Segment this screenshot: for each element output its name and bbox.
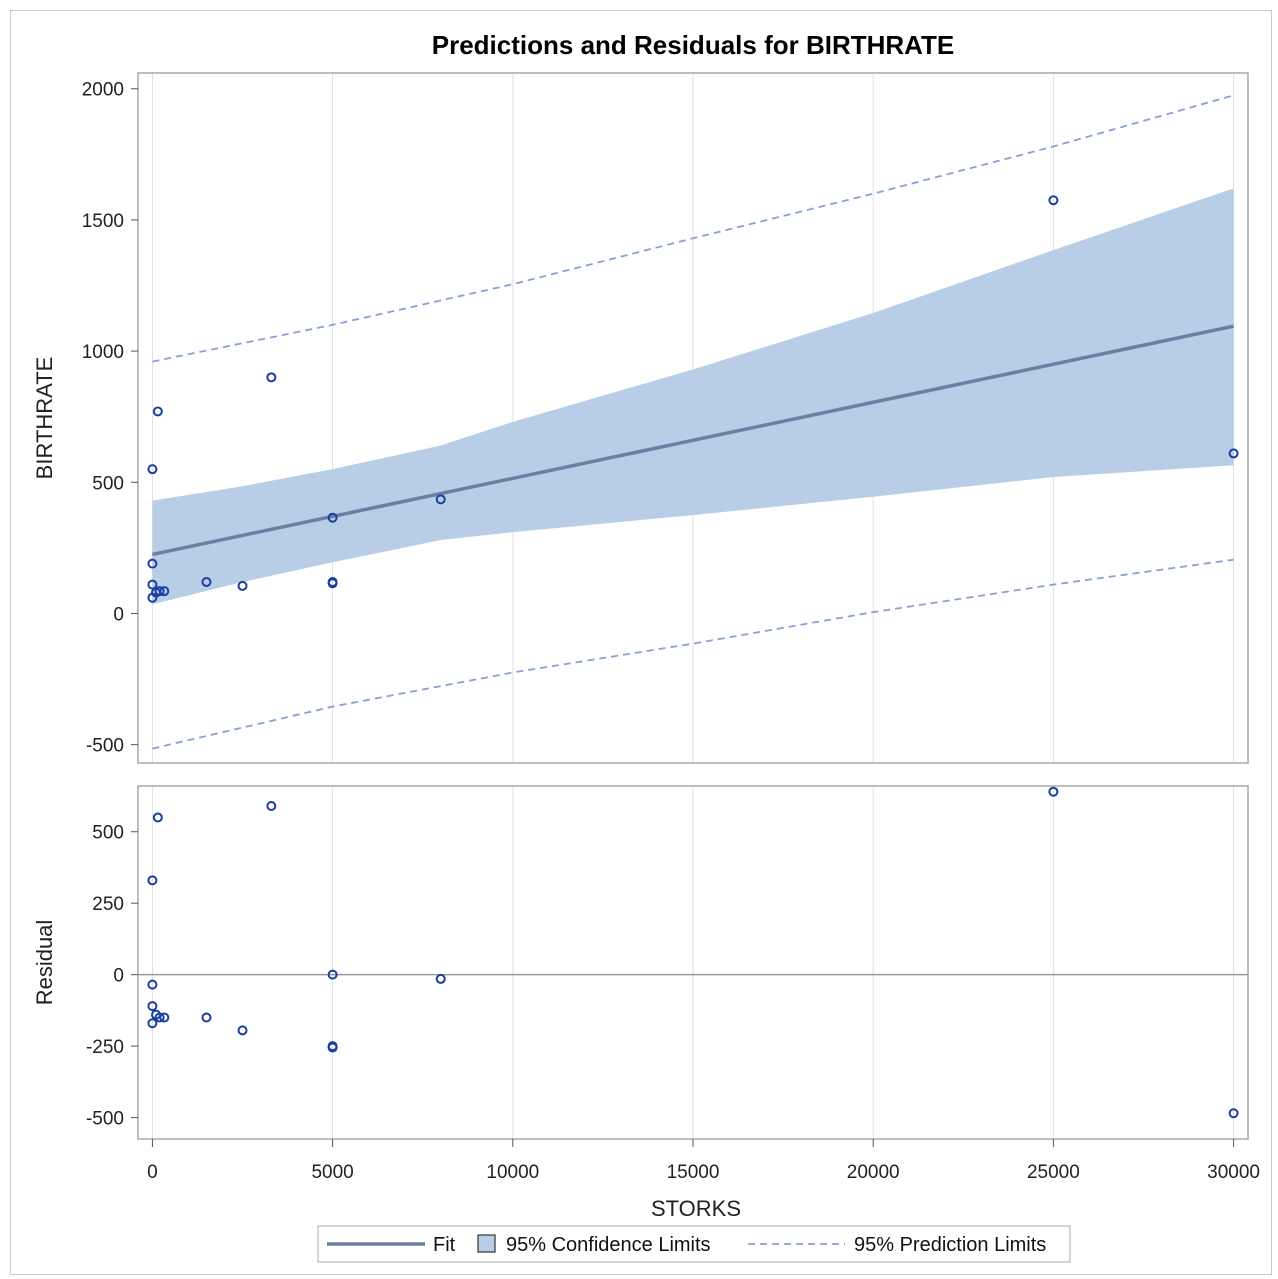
x-tick-label: 15000 <box>667 1162 720 1183</box>
residuals-panel: -500 -250 0 250 500 Residual <box>32 785 1249 1140</box>
predictions-grid <box>151 73 1235 763</box>
data-point <box>147 979 158 990</box>
predictions-y-axis: -500 0 500 1000 1500 2000 <box>82 80 138 757</box>
y-tick-label: 1000 <box>82 342 124 363</box>
prediction-lower-line <box>152 558 1234 750</box>
legend-box <box>317 1225 1071 1263</box>
data-point <box>327 1042 338 1053</box>
data-point <box>201 576 212 587</box>
data-point <box>147 464 158 475</box>
x-axis-label: STORKS <box>651 1196 741 1221</box>
data-point <box>147 558 158 569</box>
predictions-y-axis-label: BIRTHRATE <box>32 357 57 480</box>
data-point <box>147 875 158 886</box>
data-point <box>1048 786 1059 797</box>
data-point <box>147 1001 158 1012</box>
data-point <box>147 579 158 590</box>
y-tick-label: -500 <box>86 736 124 757</box>
data-point <box>1228 1108 1239 1119</box>
legend-fit-label: Fit <box>433 1234 456 1256</box>
y-tick-label: 0 <box>113 966 124 987</box>
predictions-points <box>147 195 1239 603</box>
data-point <box>327 578 338 589</box>
fit-line <box>152 324 1234 557</box>
data-point <box>327 512 338 523</box>
data-point <box>154 586 165 597</box>
data-point <box>1228 448 1239 459</box>
y-tick-label: 0 <box>113 604 124 625</box>
predictions-panel: -500 0 500 1000 1500 2000 BIRTHRATE <box>32 72 1249 764</box>
data-point <box>152 812 163 823</box>
legend-prediction-label: 95% Prediction Limits <box>854 1234 1046 1256</box>
y-tick-label: 2000 <box>82 80 124 101</box>
data-point <box>154 1012 165 1023</box>
x-tick-label: 30000 <box>1207 1162 1260 1183</box>
x-tick-label: 10000 <box>486 1162 539 1183</box>
y-tick-label: -500 <box>86 1109 124 1130</box>
y-tick-label: 1500 <box>82 211 124 232</box>
x-axis: 0 5000 10000 15000 20000 25000 30000 <box>147 1139 1260 1183</box>
chart-title: Predictions and Residuals for BIRTHRATE <box>432 30 954 60</box>
data-point <box>159 586 170 597</box>
residuals-y-axis-label: Residual <box>32 920 57 1006</box>
confidence-band <box>152 188 1234 605</box>
x-tick-label: 5000 <box>311 1162 353 1183</box>
data-point <box>201 1012 212 1023</box>
data-point <box>266 801 277 812</box>
data-point <box>237 580 248 591</box>
legend-confidence-label: 95% Confidence Limits <box>506 1234 711 1256</box>
x-tick-label: 25000 <box>1027 1162 1080 1183</box>
y-tick-label: 500 <box>92 823 124 844</box>
data-point <box>147 1018 158 1029</box>
legend: Fit 95% Confidence Limits 95% Prediction… <box>317 1225 1071 1263</box>
x-tick-label: 20000 <box>847 1162 900 1183</box>
residuals-y-axis: -500 -250 0 250 500 <box>86 823 138 1130</box>
data-point <box>237 1025 248 1036</box>
residuals-grid <box>151 786 1235 1139</box>
graph-frame <box>10 10 1272 1275</box>
data-point <box>435 494 446 505</box>
x-tick-label: 0 <box>147 1162 158 1183</box>
residuals-points <box>147 786 1239 1119</box>
data-point <box>159 1012 170 1023</box>
y-tick-label: -250 <box>86 1037 124 1058</box>
y-tick-label: 250 <box>92 894 124 915</box>
legend-confidence-swatch <box>477 1234 496 1253</box>
y-tick-label: 500 <box>92 473 124 494</box>
data-point <box>266 372 277 383</box>
predictions-plot-frame <box>137 72 1249 764</box>
data-point <box>327 969 338 980</box>
data-point <box>152 406 163 417</box>
prediction-upper-line <box>152 94 1234 363</box>
data-point <box>435 973 446 984</box>
data-point <box>1048 195 1059 206</box>
